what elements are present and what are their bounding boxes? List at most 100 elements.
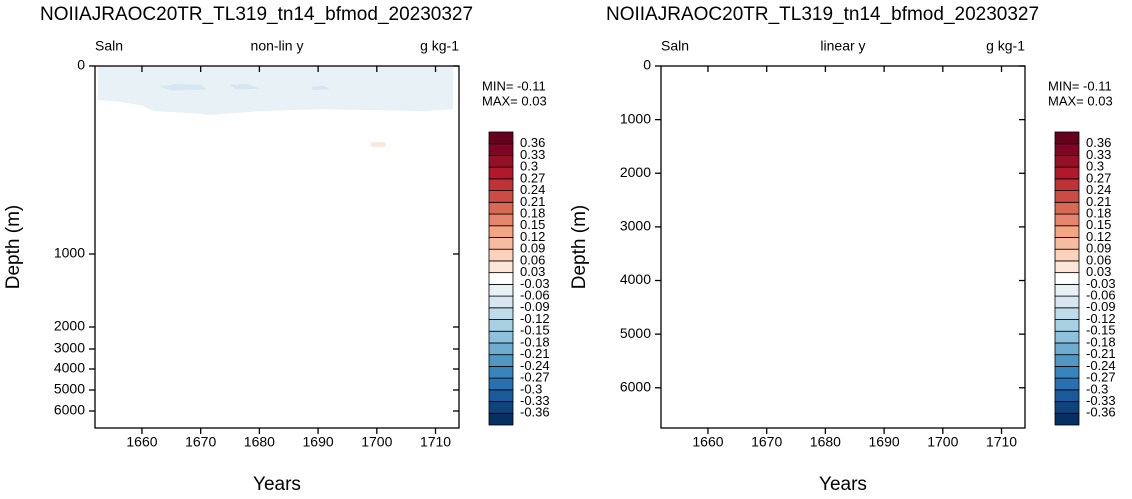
colorbar-box bbox=[1054, 201, 1080, 215]
colorbar-box bbox=[1054, 190, 1080, 203]
colorbar-box bbox=[488, 213, 514, 227]
colorbar-label: -0.21 bbox=[1086, 346, 1116, 361]
colorbar-box bbox=[488, 365, 514, 379]
x-tick-label: 1710 bbox=[986, 434, 1017, 450]
colorbar-box bbox=[1054, 330, 1080, 344]
x-tick-label: 1700 bbox=[927, 434, 958, 450]
y-tick-label: 4000 bbox=[620, 271, 651, 287]
colorbar-box bbox=[1054, 155, 1080, 168]
max-label: MAX= 0.03 bbox=[482, 93, 547, 108]
colorbar-label: -0.27 bbox=[520, 370, 550, 385]
colorbar-label: -0.3 bbox=[1086, 381, 1108, 396]
colorbar-label: -0.33 bbox=[1086, 393, 1116, 408]
colorbar-box bbox=[1054, 237, 1080, 250]
colorbar-label: -0.18 bbox=[1086, 334, 1116, 349]
colorbar-label: 0.06 bbox=[520, 252, 545, 267]
colorbar-box bbox=[1054, 295, 1080, 309]
plot-frame bbox=[94, 65, 460, 429]
colorbar-box bbox=[1054, 412, 1080, 426]
colorbar-box bbox=[488, 307, 514, 320]
y-tick-label: 6000 bbox=[620, 378, 651, 394]
x-tick-label: 1680 bbox=[244, 434, 275, 450]
colorbar-label: -0.09 bbox=[1086, 299, 1116, 314]
colorbar-label: 0.03 bbox=[520, 264, 545, 279]
colorbar-label: 0.24 bbox=[520, 182, 545, 197]
colorbar-label: 0.06 bbox=[1086, 252, 1111, 267]
colorbar-label: 0.24 bbox=[1086, 182, 1111, 197]
colorbar-box bbox=[1054, 389, 1080, 402]
x-tick-label: 1660 bbox=[692, 434, 723, 450]
panel: NOIIAJRAOC20TR_TL319_tn14_bfmod_20230327… bbox=[569, 4, 1116, 495]
y-axis-label: Depth (m) bbox=[569, 205, 590, 289]
y-axis-label: Depth (m) bbox=[3, 205, 24, 289]
contour-region bbox=[312, 85, 330, 91]
colorbar-box bbox=[488, 330, 514, 344]
colorbar-box bbox=[488, 283, 514, 297]
contour-region bbox=[370, 142, 386, 147]
max-label: MAX= 0.03 bbox=[1048, 93, 1113, 108]
colorbar-label: -0.24 bbox=[520, 358, 550, 373]
colorbar-label: -0.09 bbox=[520, 299, 550, 314]
colorbar-label: 0.21 bbox=[1086, 194, 1111, 209]
colorbar-label: 0.21 bbox=[520, 194, 545, 209]
y-tick-label: 5000 bbox=[54, 381, 85, 397]
colorbar-label: 0.03 bbox=[1086, 264, 1111, 279]
colorbar-label: 0.33 bbox=[520, 147, 545, 162]
contour-region bbox=[159, 83, 207, 91]
y-tick-label: 2000 bbox=[620, 164, 651, 180]
colorbar-box bbox=[1054, 342, 1080, 356]
colorbar-box bbox=[1054, 225, 1080, 238]
y-tick-label: 2000 bbox=[54, 318, 85, 334]
colorbar-label: -0.21 bbox=[520, 346, 550, 361]
plot-frame bbox=[660, 65, 1026, 429]
y-tick-label: 3000 bbox=[620, 218, 651, 234]
colorbar-label: 0.18 bbox=[1086, 205, 1111, 220]
colorbar-label: -0.27 bbox=[1086, 370, 1116, 385]
right-label: g kg-1 bbox=[420, 38, 459, 54]
colorbar-label: 0.27 bbox=[520, 170, 545, 185]
colorbar-label: -0.3 bbox=[520, 381, 542, 396]
center-label: non-lin y bbox=[251, 38, 304, 54]
colorbar-box bbox=[1054, 307, 1080, 320]
colorbar-label: 0.27 bbox=[1086, 170, 1111, 185]
colorbar-label: 0.18 bbox=[520, 205, 545, 220]
colorbar-label: -0.15 bbox=[520, 323, 550, 338]
right-label: g kg-1 bbox=[986, 38, 1025, 54]
left-label: Saln bbox=[661, 38, 689, 54]
y-tick-label: 1000 bbox=[620, 110, 651, 126]
colorbar-label: 0.09 bbox=[1086, 241, 1111, 256]
colorbar-box bbox=[1054, 272, 1080, 285]
colorbar-box bbox=[1054, 143, 1080, 156]
colorbar-label: 0.33 bbox=[1086, 147, 1111, 162]
chart-title: NOIIAJRAOC20TR_TL319_tn14_bfmod_20230327 bbox=[606, 4, 1039, 25]
y-tick-label: 3000 bbox=[54, 340, 85, 356]
colorbar-box bbox=[488, 237, 514, 250]
colorbar-label: -0.12 bbox=[1086, 311, 1116, 326]
colorbar-label: 0.12 bbox=[1086, 229, 1111, 244]
colorbar-box bbox=[488, 131, 514, 145]
colorbar-box bbox=[1054, 131, 1080, 145]
colorbar-box bbox=[1054, 248, 1080, 262]
y-tick-label: 5000 bbox=[620, 325, 651, 341]
colorbar-label: -0.18 bbox=[520, 334, 550, 349]
colorbar-label: -0.03 bbox=[1086, 276, 1116, 291]
x-tick-label: 1660 bbox=[126, 434, 157, 450]
colorbar-box bbox=[488, 319, 514, 332]
colorbar-label: -0.33 bbox=[520, 393, 550, 408]
colorbar-box bbox=[488, 354, 514, 367]
x-axis-label: Years bbox=[819, 474, 867, 495]
colorbar-box bbox=[488, 377, 514, 391]
colorbar-box bbox=[1054, 178, 1080, 192]
left-label: Saln bbox=[95, 38, 123, 54]
colorbar-box bbox=[488, 248, 514, 262]
colorbar-label: 0.36 bbox=[520, 135, 545, 150]
min-label: MIN= -0.11 bbox=[1048, 78, 1112, 93]
colorbar-box bbox=[488, 401, 514, 414]
colorbar-label: 0.09 bbox=[520, 241, 545, 256]
x-tick-label: 1680 bbox=[810, 434, 841, 450]
x-tick-label: 1710 bbox=[420, 434, 451, 450]
center-label: linear y bbox=[820, 38, 865, 54]
colorbar-box bbox=[488, 201, 514, 215]
x-axis-label: Years bbox=[253, 474, 301, 495]
